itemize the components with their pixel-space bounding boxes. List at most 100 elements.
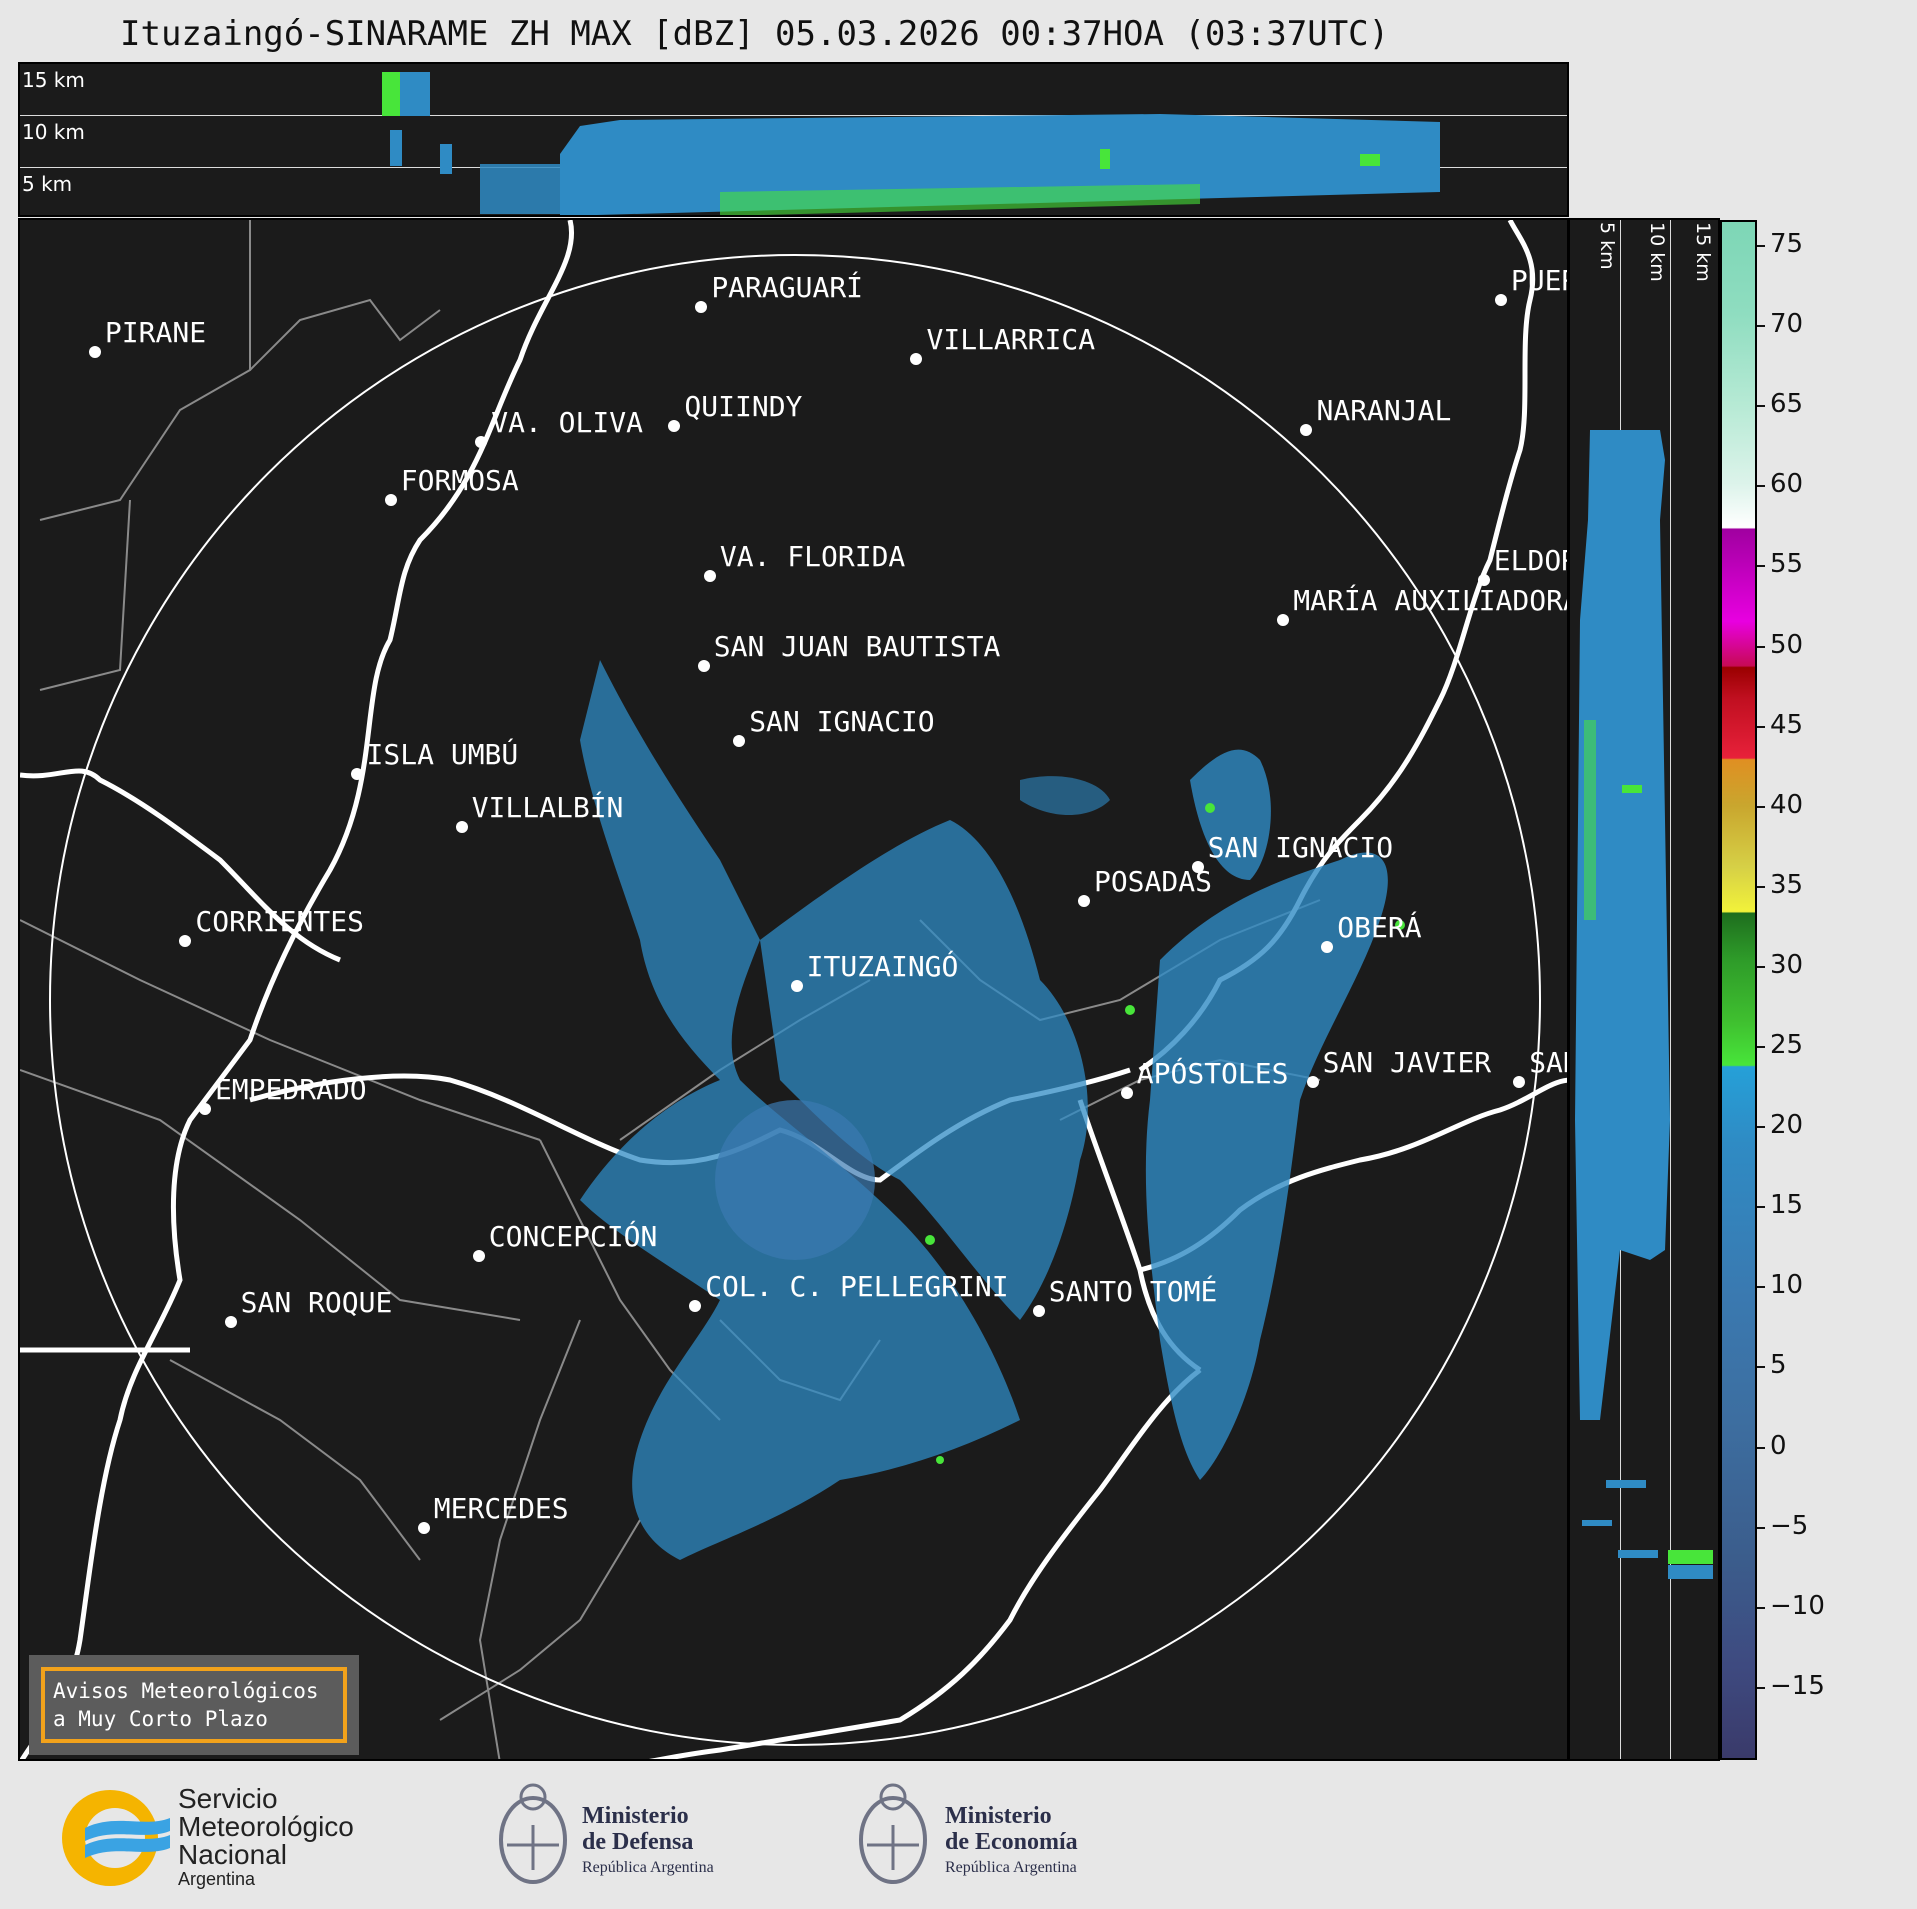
range-ring [49, 254, 1541, 1746]
city-label: VILLALBÍN [471, 791, 624, 825]
city-dot [198, 1102, 211, 1115]
smn-line-2: Meteorológico [178, 1811, 354, 1842]
city-dot [910, 353, 923, 366]
colorbar-tick-label: 15 [1770, 1190, 1804, 1221]
city-dot [1077, 894, 1090, 907]
colorbar-tick [1757, 965, 1765, 968]
right-profile-echoes [1575, 430, 1713, 1579]
smn-line-1: Servicio [178, 1783, 278, 1814]
city-label: SAN JAVIER [1529, 1045, 1567, 1079]
radar-map[interactable]: PIRANE PARAGUARÍ VILLARRICA VA. OLIVA QUIIND… [18, 218, 1569, 1761]
colorbar-tick [1757, 1686, 1765, 1689]
city-label: MERCEDES [433, 1492, 569, 1526]
height-label-5km-v: 5 km [1596, 222, 1618, 270]
economia-line-1: Ministerio [945, 1803, 1052, 1829]
economia-sub: República Argentina [945, 1859, 1077, 1876]
city-dot [1277, 613, 1290, 626]
city-label: VA. FLORIDA [719, 539, 906, 573]
colorbar-tick [1757, 325, 1765, 328]
colorbar-tick-label: −10 [1770, 1590, 1825, 1621]
economia-shield-icon [859, 1783, 927, 1884]
city-dot [179, 935, 192, 948]
city-label: PUERTO IGUAZÚ [1510, 264, 1567, 298]
height-gridline-10km [20, 115, 1567, 116]
city-dot [417, 1522, 430, 1535]
city-dot [695, 300, 708, 313]
city-dot [689, 1299, 702, 1312]
colorbar-tick [1757, 1046, 1765, 1048]
city-dot [1477, 574, 1490, 587]
city-dot [1300, 424, 1313, 437]
city-label: CORRIENTES [195, 905, 364, 939]
smn-line-4: Argentina [178, 1869, 256, 1889]
dbz-colorbar [1720, 220, 1757, 1760]
city-label: MARÍA AUXILIADORA [1293, 583, 1569, 617]
colorbar-tick-label: 30 [1770, 949, 1804, 980]
colorbar-tick-label: −5 [1770, 1510, 1809, 1541]
city-dot [88, 345, 101, 358]
defensa-sub: República Argentina [582, 1859, 714, 1876]
colorbar-tick-label: 35 [1770, 869, 1804, 900]
city-label: SAN ROQUE [240, 1285, 393, 1319]
city-label: ELDORADO [1493, 544, 1567, 578]
colorbar-tick [1757, 245, 1765, 247]
height-label-10km: 10 km [22, 120, 85, 144]
colorbar-tick-label: 65 [1770, 389, 1804, 420]
colorbar-tick [1757, 565, 1765, 568]
top-height-profile: 15 km 10 km 5 km [18, 62, 1569, 217]
city-label: APÓSTOLES [1136, 1056, 1289, 1090]
city-label: VILLARRICA [926, 323, 1096, 357]
city-label: COL. C. PELLEGRINI [705, 1269, 1009, 1303]
colorbar-tick-label: 40 [1770, 789, 1804, 820]
city-label: CONCEPCIÓN [488, 1219, 658, 1253]
colorbar-tick-label: 50 [1770, 629, 1804, 660]
city-dot [790, 980, 803, 993]
colorbar-tick-label: 45 [1770, 709, 1804, 740]
colorbar-tick-label: 55 [1770, 549, 1804, 580]
colorbar-tick [1757, 1126, 1765, 1129]
colorbar-tick-label: 70 [1770, 309, 1804, 340]
height-label-15km-v: 15 km [1692, 222, 1714, 282]
height-gridline-10km-v [1670, 220, 1671, 1759]
warning-link[interactable]: Avisos Meteorológicos a Muy Corto Plazo [41, 1667, 347, 1743]
admin-boundaries [20, 220, 1321, 1759]
colorbar-tick-label: 0 [1770, 1430, 1787, 1461]
footer: Servicio Meteorológico Nacional Argentin… [0, 1765, 1917, 1909]
city-dot [472, 1249, 485, 1262]
city-dot [1191, 860, 1204, 873]
colorbar-tick-label: 25 [1770, 1030, 1804, 1060]
city-dot [475, 436, 488, 449]
city-dot [1494, 294, 1507, 307]
city-label: SAN IGNACIO [749, 704, 935, 738]
defensa-shield-icon [499, 1783, 567, 1884]
city-dot [668, 420, 681, 433]
city-dot [455, 821, 468, 834]
colorbar-tick [1757, 1206, 1765, 1209]
city-label: SAN JUAN BAUTISTA [713, 630, 1001, 664]
colorbar-tick-label: 5 [1770, 1350, 1787, 1381]
radar-echoes [580, 660, 1405, 1560]
colorbar-tick [1757, 885, 1765, 888]
colorbar-tick [1757, 645, 1765, 648]
colorbar-tick [1757, 405, 1765, 408]
city-dot [350, 767, 363, 780]
city-label: SANTO TOMÉ [1048, 1274, 1218, 1308]
smn-logo-icon [62, 1790, 170, 1886]
city-dot [733, 734, 746, 747]
city-label: VA. OLIVA [491, 406, 643, 440]
height-label-10km-v: 10 km [1646, 222, 1668, 282]
warning-box[interactable]: Avisos Meteorológicos a Muy Corto Plazo [29, 1655, 359, 1755]
city-label: PIRANE [104, 315, 207, 349]
city-label: PARAGUARÍ [711, 270, 864, 304]
height-label-5km: 5 km [22, 172, 73, 196]
colorbar-tick [1757, 805, 1765, 808]
colorbar-tick [1757, 1606, 1765, 1609]
top-profile-echoes [382, 72, 1440, 215]
city-dot [703, 569, 716, 582]
colorbar-tick-label: −15 [1770, 1670, 1825, 1701]
city-label: SAN IGNACIO [1207, 830, 1394, 864]
radar-map-drawing [20, 220, 1567, 1759]
colorbar-tick-label: 60 [1770, 469, 1804, 500]
colorbar-tick [1757, 1526, 1765, 1529]
defensa-line-2: de Defensa [582, 1829, 694, 1855]
